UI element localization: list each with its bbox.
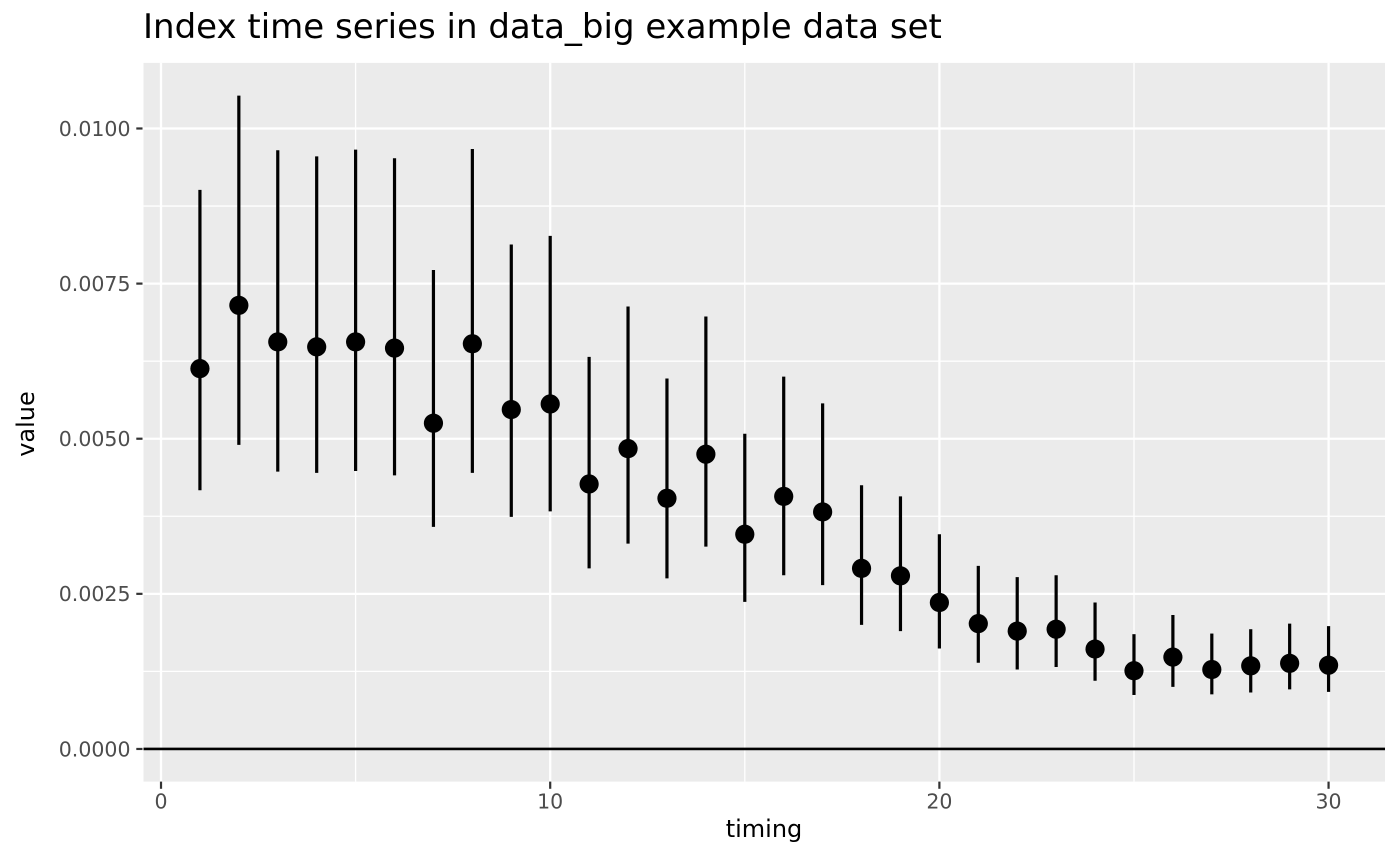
y-tick-label: 0.0100: [59, 117, 131, 141]
point-t6: [384, 338, 405, 358]
plot-panel: [143, 62, 1385, 782]
y-tick-label: 0.0075: [59, 272, 131, 296]
y-tick-label: 0.0000: [59, 737, 131, 761]
point-t3: [268, 332, 288, 352]
point-t22: [1007, 621, 1027, 641]
point-t30: [1318, 655, 1339, 675]
point-t1: [190, 359, 210, 379]
point-t17: [813, 502, 833, 522]
x-tick-label: 20: [926, 790, 952, 814]
point-t24: [1085, 639, 1105, 659]
point-t28: [1241, 656, 1261, 676]
x-tick-label: 30: [1316, 790, 1342, 814]
point-t16: [774, 486, 794, 507]
point-t7: [423, 413, 444, 433]
x-axis-title: timing: [725, 815, 803, 843]
point-t26: [1163, 647, 1183, 667]
point-t4: [307, 337, 327, 357]
point-t9: [501, 399, 521, 420]
point-t29: [1280, 653, 1300, 673]
point-t11: [579, 474, 599, 494]
x-tick-label: 0: [154, 790, 167, 814]
point-t21: [968, 614, 988, 634]
point-t19: [890, 566, 911, 586]
point-t10: [540, 394, 560, 414]
y-tick-label: 0.0025: [59, 582, 131, 606]
point-t27: [1202, 659, 1222, 680]
point-t5: [346, 332, 366, 352]
y-axis-title: value: [12, 391, 40, 457]
point-t23: [1046, 619, 1066, 639]
point-t13: [657, 488, 677, 508]
point-t14: [696, 444, 716, 464]
point-t2: [229, 295, 249, 315]
x-tick-label: 10: [537, 790, 563, 814]
point-t18: [851, 558, 872, 579]
point-t12: [618, 439, 638, 459]
plot-title: Index time series in data_big example da…: [143, 7, 942, 47]
point-t15: [735, 524, 755, 544]
point-t8: [462, 334, 482, 354]
point-t20: [929, 592, 949, 613]
point-t25: [1124, 661, 1144, 681]
y-tick-label: 0.0050: [59, 427, 131, 451]
